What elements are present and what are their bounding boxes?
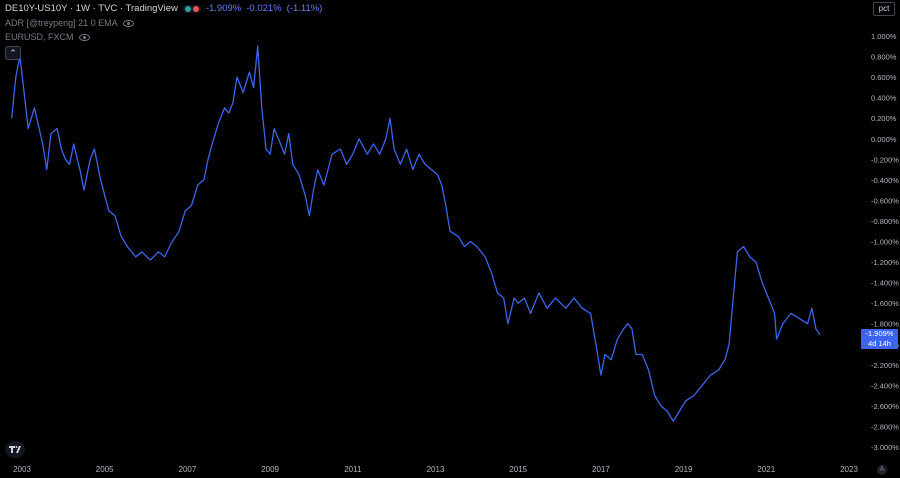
market-status-badges: [182, 4, 201, 13]
green-dot-icon: [184, 5, 191, 12]
indicator-label-adr[interactable]: ADR [@treypeng] 21 0 EMA: [5, 18, 118, 28]
indicator-legend-eurusd[interactable]: EURUSD, FXCM: [5, 32, 90, 42]
y-tick-label: 0.400%: [871, 94, 897, 103]
y-tick-label: -2.200%: [871, 361, 899, 370]
last-value: -1.909%: [205, 3, 242, 14]
y-tick-label: -0.600%: [871, 196, 899, 205]
indicator-legend-adr[interactable]: ADR [@treypeng] 21 0 EMA: [5, 18, 134, 28]
change-percent: (-1.11%): [286, 3, 323, 14]
x-tick-label: 2009: [261, 465, 279, 474]
x-tick-label: 2013: [427, 465, 445, 474]
bar-countdown: 4d 14h: [868, 339, 891, 348]
x-tick-label: 2003: [13, 465, 31, 474]
x-tick-label: 2017: [592, 465, 610, 474]
eye-icon[interactable]: [122, 19, 134, 27]
y-tick-label: -0.200%: [871, 155, 899, 164]
y-tick-label: -1.400%: [871, 279, 899, 288]
x-tick-label: 2015: [509, 465, 527, 474]
series-line-0[interactable]: [11, 45, 821, 422]
price-line-layer: [11, 45, 821, 422]
x-tick-label: 2021: [757, 465, 775, 474]
y-tick-label: -1.800%: [871, 320, 899, 329]
last-price-value: -1.909%: [865, 329, 894, 338]
eye-icon[interactable]: [78, 33, 90, 41]
chevron-up-icon: ⌃: [9, 48, 17, 58]
red-dot-icon: [192, 5, 199, 12]
scale-mode-button[interactable]: pct: [873, 2, 895, 16]
y-tick-label: 1.000%: [871, 32, 897, 41]
y-tick-label: -1.200%: [871, 258, 899, 267]
tradingview-logo-glyph: [9, 446, 21, 453]
tradingview-logo-icon[interactable]: [5, 441, 25, 458]
x-tick-label: 2011: [344, 465, 362, 474]
x-tick-label: 2023: [840, 465, 858, 474]
x-tick-label: 2007: [179, 465, 197, 474]
y-tick-label: -2.600%: [871, 402, 899, 411]
last-price-badge: -1.909% 4d 14h: [861, 329, 898, 349]
main-legend[interactable]: DE10Y-US10Y · 1W · TVC · TradingView -1.…: [5, 3, 322, 14]
symbol-title[interactable]: DE10Y-US10Y · 1W · TVC · TradingView: [5, 3, 178, 14]
auto-scale-button[interactable]: A: [877, 465, 887, 475]
y-tick-label: -3.000%: [871, 443, 899, 452]
y-tick-label: -2.400%: [871, 381, 899, 390]
x-tick-label: 2005: [96, 465, 114, 474]
time-axis[interactable]: 2003 2005 2007 2009 2011 2013 2015 2017 2019 2021…: [13, 465, 858, 474]
y-tick-label: 0.600%: [871, 73, 897, 82]
y-tick-label: -0.400%: [871, 176, 899, 185]
change-absolute: -0.021%: [246, 3, 282, 14]
y-tick-label: -1.600%: [871, 299, 899, 308]
x-tick-label: 2019: [675, 465, 693, 474]
price-axis[interactable]: 1.000% 0.800% 0.600% 0.400% 0.200% 0.000% -0.2…: [871, 32, 899, 452]
indicator-label-eurusd[interactable]: EURUSD, FXCM: [5, 32, 74, 42]
y-tick-label: 0.200%: [871, 114, 897, 123]
y-tick-label: 0.800%: [871, 53, 897, 62]
y-tick-label: 0.000%: [871, 135, 897, 144]
y-tick-label: -2.800%: [871, 422, 899, 431]
y-tick-label: -0.800%: [871, 217, 899, 226]
y-tick-label: -1.000%: [871, 238, 899, 247]
collapse-legend-button[interactable]: ⌃: [5, 46, 21, 60]
